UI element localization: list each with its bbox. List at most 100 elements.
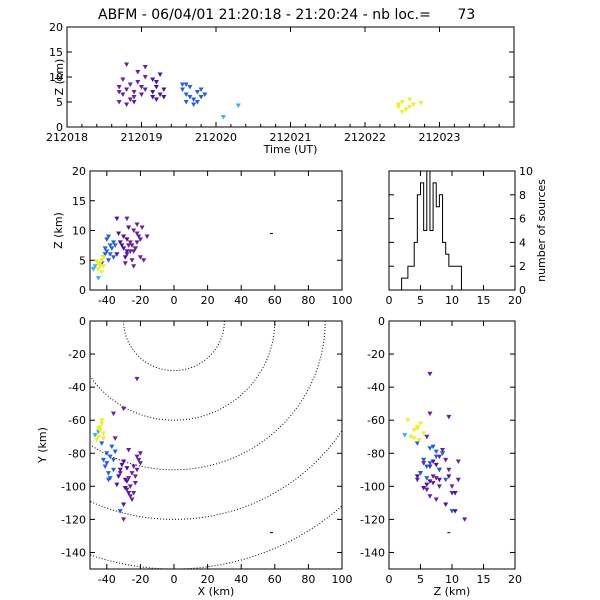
data-point xyxy=(446,474,452,479)
x-tick-label: 80 xyxy=(301,573,315,586)
data-point xyxy=(411,428,417,433)
data-point xyxy=(102,252,108,257)
panel-x-height: -40 -20 0 20 40 60 80 100 0 5 10 15 20 Z (km) xyxy=(52,165,353,307)
y-tick-label: 5 xyxy=(56,96,63,109)
data-point xyxy=(127,82,133,87)
data-point xyxy=(136,234,142,239)
data-point xyxy=(427,479,433,484)
data-point xyxy=(129,243,135,248)
panel-height-y: 0 5 10 15 20 -140 -120 -100 -80 -60 -40 -20 0 Z (km) xyxy=(360,315,522,598)
y-tick-label: 8 xyxy=(519,189,526,202)
data-point xyxy=(424,476,430,481)
y-tick-label: -140 xyxy=(61,546,86,559)
data-point xyxy=(421,485,427,491)
data-point xyxy=(407,97,413,102)
data-point xyxy=(134,467,140,473)
data-point xyxy=(116,90,122,95)
data-point xyxy=(131,490,137,496)
data-point xyxy=(116,100,122,105)
data-point xyxy=(104,249,110,254)
data-point xyxy=(95,426,101,431)
data-point xyxy=(139,85,144,90)
data-point xyxy=(142,87,148,92)
data-point xyxy=(455,459,461,465)
data-point xyxy=(443,477,449,483)
data-point xyxy=(126,447,132,453)
y-tick-label: 0 xyxy=(79,284,86,297)
data-point xyxy=(183,92,189,97)
data-point xyxy=(144,234,150,239)
data-point xyxy=(109,246,115,251)
data-point xyxy=(95,267,101,272)
data-point xyxy=(194,100,200,105)
data-point xyxy=(120,77,126,82)
y-tick-label: -80 xyxy=(68,447,86,460)
data-point xyxy=(135,80,141,85)
data-point xyxy=(100,431,106,436)
data-point xyxy=(131,249,137,254)
data-point xyxy=(150,95,156,100)
data-point xyxy=(440,451,446,456)
data-point xyxy=(408,434,414,440)
data-point xyxy=(132,246,138,251)
data-point xyxy=(153,97,159,102)
data-point xyxy=(117,509,123,514)
data-point xyxy=(124,237,130,242)
data-point xyxy=(121,459,127,465)
data-point xyxy=(433,462,439,468)
data-point xyxy=(134,222,140,228)
data-point xyxy=(414,474,420,479)
x-tick-label: 0 xyxy=(386,573,393,586)
data-point xyxy=(107,243,113,248)
data-point xyxy=(122,261,128,266)
data-point xyxy=(421,431,427,436)
plot-area xyxy=(90,216,273,281)
x-tick-label: -20 xyxy=(131,294,149,307)
data-point xyxy=(122,485,128,491)
data-point xyxy=(440,447,446,453)
plot-area xyxy=(90,321,342,569)
data-point xyxy=(424,487,430,493)
x-tick-label: 0 xyxy=(386,294,393,307)
data-point xyxy=(95,434,101,440)
histogram-bar xyxy=(424,231,427,291)
data-point xyxy=(100,255,106,260)
data-point xyxy=(427,371,433,377)
histogram-bar xyxy=(436,207,439,290)
data-point xyxy=(100,457,106,463)
x-tick-label: 20 xyxy=(508,573,522,586)
data-point xyxy=(97,264,103,269)
data-point xyxy=(121,406,127,412)
data-point xyxy=(139,225,145,231)
data-point xyxy=(126,243,132,248)
y-tick-label: 0 xyxy=(378,315,385,328)
y-tick-label: 15 xyxy=(72,195,86,208)
data-point xyxy=(92,264,98,269)
data-point xyxy=(111,457,117,463)
data-point xyxy=(105,258,111,263)
data-point xyxy=(117,467,123,473)
data-point xyxy=(131,100,137,105)
data-point xyxy=(112,243,118,248)
data-point xyxy=(134,454,140,460)
data-point xyxy=(430,444,436,450)
data-point xyxy=(411,436,417,441)
data-point xyxy=(402,433,408,438)
data-point xyxy=(436,467,442,473)
x-tick-label: 20 xyxy=(201,573,215,586)
x-tick-label: 20 xyxy=(508,294,522,307)
data-point xyxy=(137,237,143,242)
data-point xyxy=(121,517,127,522)
x-tick-label: 40 xyxy=(234,294,248,307)
plot-frame xyxy=(66,26,515,128)
data-point xyxy=(127,97,133,102)
data-point xyxy=(99,270,105,275)
data-point xyxy=(119,462,125,468)
data-point xyxy=(124,479,130,484)
data-point xyxy=(114,482,120,488)
data-point xyxy=(421,457,427,463)
data-point xyxy=(150,90,156,95)
data-point xyxy=(153,85,159,90)
data-point xyxy=(198,95,204,100)
histogram-bar xyxy=(405,278,408,290)
